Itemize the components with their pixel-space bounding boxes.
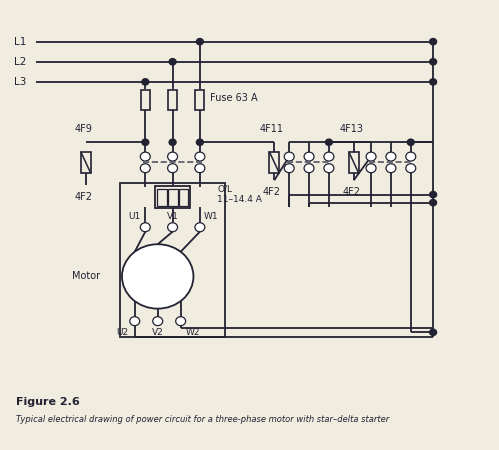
Text: 4F2: 4F2: [342, 187, 360, 197]
Circle shape: [140, 152, 150, 161]
Circle shape: [168, 223, 178, 232]
Bar: [81, 152, 91, 173]
Circle shape: [284, 164, 294, 173]
Circle shape: [122, 244, 194, 309]
Text: L1: L1: [14, 36, 26, 47]
Text: W1: W1: [204, 212, 218, 220]
Circle shape: [168, 164, 178, 173]
Bar: [269, 152, 279, 173]
Text: V2: V2: [152, 328, 164, 337]
Bar: [168, 90, 177, 110]
Text: U1: U1: [128, 212, 141, 220]
Circle shape: [142, 79, 149, 85]
Text: Figure 2.6: Figure 2.6: [16, 397, 80, 407]
Circle shape: [430, 58, 437, 65]
Bar: [157, 189, 167, 206]
Text: 4F13: 4F13: [339, 124, 363, 134]
Circle shape: [430, 39, 437, 45]
Circle shape: [168, 152, 178, 161]
Text: Fuse 63 A: Fuse 63 A: [210, 93, 257, 103]
Circle shape: [325, 139, 332, 145]
Text: Typical electrical drawing of power circuit for a three-phase motor with star–de: Typical electrical drawing of power circ…: [16, 415, 390, 424]
Circle shape: [153, 317, 163, 326]
Text: M: M: [151, 270, 165, 284]
Text: 4F2: 4F2: [74, 192, 92, 202]
Circle shape: [406, 164, 416, 173]
Bar: [196, 90, 205, 110]
Text: U2: U2: [116, 328, 128, 337]
Circle shape: [176, 317, 186, 326]
Circle shape: [430, 199, 437, 206]
Text: L2: L2: [14, 57, 26, 67]
Circle shape: [140, 223, 150, 232]
Bar: [141, 90, 150, 110]
Bar: [349, 152, 359, 173]
Bar: [168, 189, 178, 206]
Circle shape: [324, 164, 334, 173]
Bar: [155, 186, 190, 208]
Text: L3: L3: [14, 77, 26, 87]
Circle shape: [366, 152, 376, 161]
Circle shape: [195, 152, 205, 161]
Circle shape: [169, 58, 176, 65]
Circle shape: [407, 139, 414, 145]
Text: Motor: Motor: [71, 271, 100, 281]
Circle shape: [195, 223, 205, 232]
Circle shape: [304, 164, 314, 173]
Circle shape: [284, 152, 294, 161]
Circle shape: [140, 164, 150, 173]
Bar: [120, 183, 225, 337]
Circle shape: [366, 164, 376, 173]
Text: V1: V1: [167, 212, 179, 220]
Circle shape: [169, 139, 176, 145]
Circle shape: [197, 139, 204, 145]
Circle shape: [324, 152, 334, 161]
Text: 4F9: 4F9: [74, 124, 92, 134]
Circle shape: [197, 39, 204, 45]
Circle shape: [195, 164, 205, 173]
Circle shape: [406, 152, 416, 161]
Circle shape: [430, 79, 437, 85]
Circle shape: [430, 329, 437, 335]
Bar: [179, 189, 189, 206]
Text: O/L
11–14.4 A: O/L 11–14.4 A: [217, 184, 262, 203]
Circle shape: [430, 191, 437, 198]
Circle shape: [130, 317, 140, 326]
Text: 4F2: 4F2: [263, 187, 281, 197]
Circle shape: [386, 164, 396, 173]
Circle shape: [386, 152, 396, 161]
Circle shape: [142, 139, 149, 145]
Text: W2: W2: [186, 328, 200, 337]
Circle shape: [304, 152, 314, 161]
Text: 4F11: 4F11: [260, 124, 284, 134]
